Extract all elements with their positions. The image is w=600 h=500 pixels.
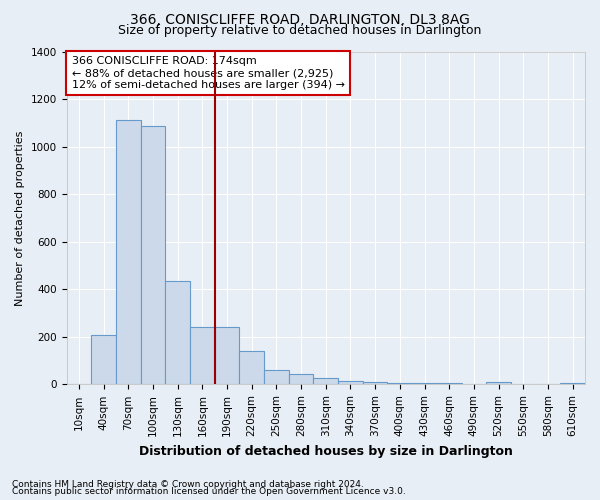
Bar	[486, 382, 511, 384]
Bar	[264, 370, 289, 384]
Text: 366, CONISCLIFFE ROAD, DARLINGTON, DL3 8AG: 366, CONISCLIFFE ROAD, DARLINGTON, DL3 8…	[130, 12, 470, 26]
Bar	[91, 334, 116, 384]
Bar	[215, 328, 239, 384]
Bar	[165, 281, 190, 384]
Bar	[140, 126, 165, 384]
Bar	[116, 120, 140, 384]
Text: 366 CONISCLIFFE ROAD: 174sqm
← 88% of detached houses are smaller (2,925)
12% of: 366 CONISCLIFFE ROAD: 174sqm ← 88% of de…	[72, 56, 345, 90]
Bar	[313, 378, 338, 384]
Bar	[338, 381, 363, 384]
Bar	[289, 374, 313, 384]
Text: Contains HM Land Registry data © Crown copyright and database right 2024.: Contains HM Land Registry data © Crown c…	[12, 480, 364, 489]
Bar	[190, 328, 215, 384]
Text: Contains public sector information licensed under the Open Government Licence v3: Contains public sector information licen…	[12, 487, 406, 496]
Y-axis label: Number of detached properties: Number of detached properties	[15, 130, 25, 306]
Bar	[239, 351, 264, 384]
Text: Size of property relative to detached houses in Darlington: Size of property relative to detached ho…	[118, 24, 482, 37]
Bar	[363, 382, 388, 384]
X-axis label: Distribution of detached houses by size in Darlington: Distribution of detached houses by size …	[139, 444, 513, 458]
